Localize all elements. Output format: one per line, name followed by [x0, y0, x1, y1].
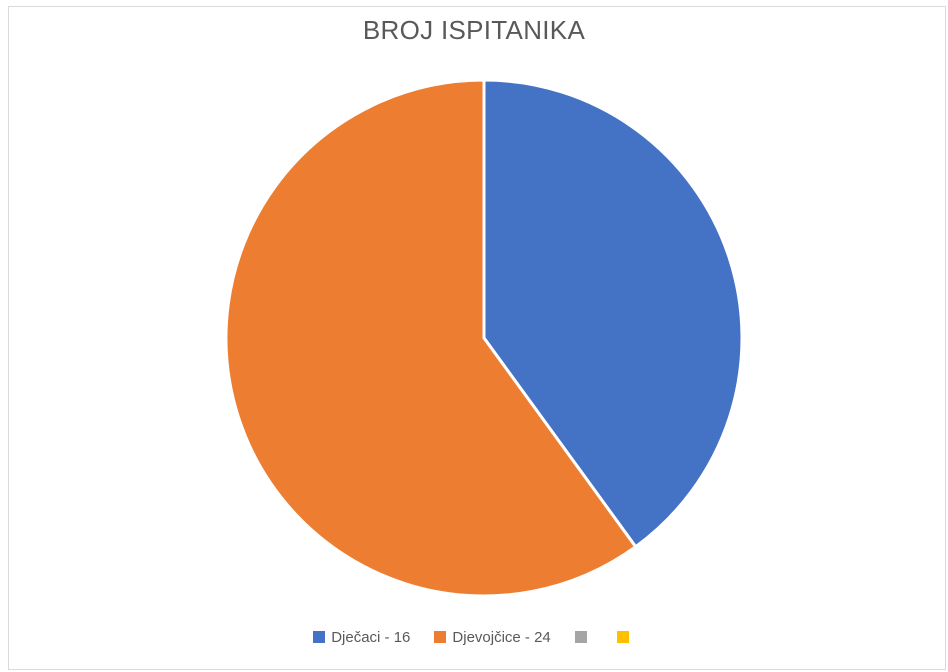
pie-slice-1	[482, 78, 744, 549]
legend-item-2: Djevojčice - 24	[434, 627, 551, 647]
legend-item-1: Dječaci - 16	[313, 627, 410, 647]
legend-item-4	[616, 627, 635, 647]
pie-slice-2	[224, 78, 638, 598]
chart-legend: Dječaci - 16 Djevojčice - 24	[0, 627, 948, 647]
legend-swatch	[434, 631, 447, 643]
legend-label: Djevojčice - 24	[452, 628, 551, 646]
chart-title: BROJ ISPITANIKA	[362, 15, 586, 45]
legend-swatch	[616, 631, 629, 643]
legend-swatch	[313, 631, 326, 643]
legend-item-3	[574, 627, 593, 647]
legend-swatch	[574, 631, 587, 643]
legend-label: Dječaci - 16	[331, 628, 411, 646]
